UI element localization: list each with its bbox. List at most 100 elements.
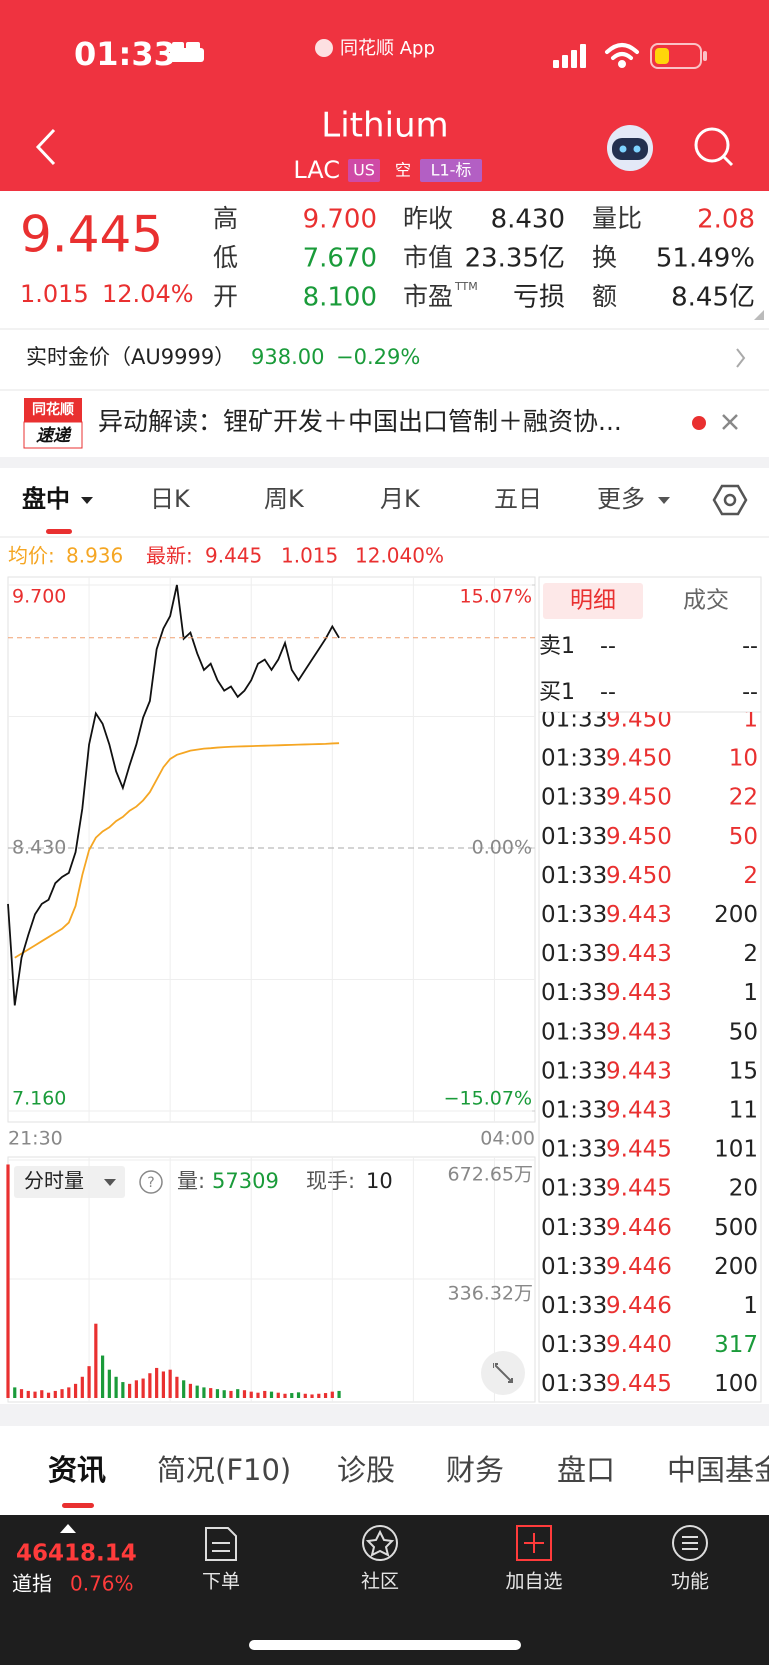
robot-button[interactable] (607, 125, 653, 171)
badge-bg (420, 159, 482, 182)
expand-corner[interactable] (754, 310, 764, 320)
bottom-tab[interactable]: 中国基金 (667, 1453, 769, 1487)
fullscreen-button[interactable] (481, 1351, 525, 1395)
volume-bar (269, 1391, 274, 1398)
trade-time: 01:33 (541, 980, 607, 1006)
news-badge-bottom: 速递 (36, 426, 72, 446)
y-tick-label: 9.700 (12, 586, 66, 608)
volume-bar (263, 1390, 267, 1398)
help-button[interactable] (139, 1170, 163, 1194)
book-label: 卖1 (539, 634, 575, 659)
chart-tab[interactable]: 周K (264, 485, 305, 513)
price-change-pct: 12.04% (102, 280, 194, 308)
latest-change-pct: 12.040% (355, 544, 444, 568)
trade-price: 9.443 (606, 1098, 672, 1124)
volume-selector[interactable] (14, 1166, 125, 1198)
volume-selector-label[interactable]: 分时量 (24, 1169, 84, 1193)
nav-item[interactable]: 功能 (671, 1571, 709, 1593)
trade-price: 9.446 (606, 1293, 672, 1319)
bottom-tab[interactable]: 诊股 (337, 1453, 395, 1487)
nav-item[interactable]: 下单 (202, 1571, 240, 1593)
trade-price: 9.443 (606, 1058, 672, 1084)
volume-bar (303, 1393, 307, 1398)
separator (0, 457, 769, 468)
stat-label: 量比 (592, 204, 642, 233)
bottom-tab[interactable]: 简况(F10) (157, 1453, 291, 1487)
volume-bar (100, 1355, 105, 1398)
volume-bar (13, 1387, 17, 1398)
separator (0, 1404, 769, 1426)
trade-price: 9.443 (606, 941, 672, 967)
dropdown-arrow (104, 1179, 116, 1186)
panel-tab[interactable]: 成交 (683, 588, 729, 614)
volume-bar (87, 1366, 91, 1398)
avg-label: 均价: (8, 544, 55, 568)
chart-tab[interactable]: 盘中 (22, 485, 70, 513)
bottom-tab[interactable]: 财务 (446, 1453, 504, 1487)
trade-time: 01:33 (541, 1215, 607, 1241)
y2-tick-label: 0.00% (472, 837, 532, 859)
volume-bar (73, 1383, 78, 1398)
nav-item[interactable]: 加自选 (505, 1571, 562, 1593)
stat-label: 额 (592, 282, 617, 311)
trade-time: 01:33 (541, 1254, 607, 1280)
gold-price: 938.00 (251, 345, 324, 369)
close-button[interactable] (722, 414, 738, 430)
trade-time: 01:33 (541, 707, 607, 733)
settings-button[interactable] (712, 484, 748, 516)
dropdown-arrow (81, 497, 93, 504)
bottom-tab[interactable]: 资讯 (48, 1453, 106, 1487)
volume-bar (330, 1391, 334, 1398)
chart-tab[interactable]: 日K (150, 485, 191, 513)
trade-qty: 1 (743, 980, 758, 1006)
trade-qty: 2 (743, 863, 758, 889)
trade-time: 01:33 (541, 1137, 607, 1163)
volume-bar (276, 1392, 280, 1398)
chart-tab[interactable]: 更多 (597, 485, 645, 513)
community-icon[interactable] (362, 1525, 398, 1561)
trade-qty: 1 (743, 707, 758, 733)
nav-item[interactable]: 社区 (361, 1571, 399, 1593)
back-button[interactable] (35, 128, 56, 166)
order-icon[interactable] (205, 1527, 237, 1561)
price-line (7, 584, 340, 1006)
expand-arrow[interactable] (60, 1524, 76, 1533)
hand-value: 10 (366, 1169, 393, 1193)
badge: 空 (395, 161, 411, 180)
stat-value: 8.430 (491, 205, 565, 235)
watchlist-icon[interactable] (516, 1525, 552, 1561)
news-text[interactable]: 异动解读：锂矿开发＋中国出口管制＋融资协... (98, 407, 622, 436)
trade-qty: 15 (729, 1058, 758, 1084)
volume-bar (283, 1393, 287, 1398)
bottom-tab[interactable]: 盘口 (557, 1453, 615, 1487)
tab-indicator (46, 529, 72, 534)
book-qty: -- (742, 680, 758, 705)
price-chart-frame (7, 576, 536, 1123)
latest-label: 最新: (146, 544, 193, 568)
index-name[interactable]: 道指 (12, 1572, 52, 1596)
chevron[interactable] (736, 348, 746, 368)
index-value[interactable]: 46418.14 (16, 1541, 137, 1567)
search-button[interactable] (694, 127, 734, 167)
chart-tab[interactable]: 五日 (494, 485, 542, 513)
volume-bar (107, 1369, 111, 1398)
trade-price: 9.445 (606, 1137, 672, 1163)
chart-tab[interactable]: 月K (380, 485, 421, 513)
volume-bar (256, 1392, 260, 1398)
app-icon (315, 39, 333, 57)
trade-price: 9.443 (606, 980, 672, 1006)
trade-qty: 1 (743, 1293, 758, 1319)
trade-time: 01:33 (541, 941, 607, 967)
trade-price: 9.446 (606, 1215, 672, 1241)
stat-label: 昨收 (403, 204, 453, 233)
index-change[interactable]: 0.76% (70, 1572, 134, 1596)
panel-tab[interactable]: 明细 (570, 588, 616, 614)
volume-bar (80, 1376, 84, 1398)
volume-bar (209, 1388, 213, 1398)
trade-time: 01:33 (541, 1098, 607, 1124)
function-icon[interactable] (672, 1525, 708, 1561)
volume-bar (290, 1393, 294, 1398)
volume-bar (141, 1378, 145, 1398)
